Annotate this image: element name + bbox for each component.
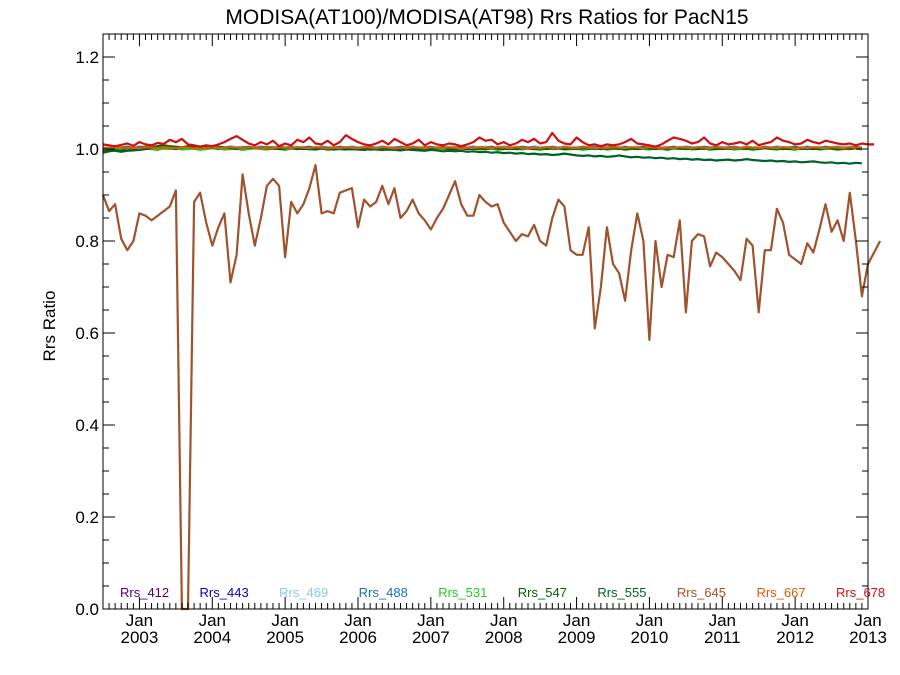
x-tick-year-label: 2003 <box>121 628 159 647</box>
legend-layer: Rrs_412 Rrs_443 Rrs_469 Rrs_488 Rrs_531 Rrs_5… <box>120 585 885 600</box>
x-tick-month-label: Jan <box>854 611 881 630</box>
y-axis-label: Rrs Ratio <box>40 291 59 362</box>
y-tick-label: 1.0 <box>75 140 99 159</box>
series-layer <box>101 131 882 611</box>
series-line-rrs-645 <box>101 164 882 611</box>
y-tick-label: 0.0 <box>75 600 99 619</box>
x-tick-year-label: 2009 <box>558 628 596 647</box>
legend-entry-rrs-531: Rrs_531 <box>438 585 487 600</box>
legend-entry-rrs-443: Rrs_443 <box>200 585 249 600</box>
x-tick-month-label: Jan <box>417 611 444 630</box>
x-tick-month-label: Jan <box>271 611 298 630</box>
legend-entry-rrs-469: Rrs_469 <box>279 585 328 600</box>
y-tick-label: 1.2 <box>75 48 99 67</box>
legend-entry-rrs-667: Rrs_667 <box>756 585 805 600</box>
y-tick-label: 0.6 <box>75 324 99 343</box>
legend-entry-rrs-555: Rrs_555 <box>597 585 646 600</box>
x-tick-year-label: 2013 <box>849 628 887 647</box>
legend-entry-rrs-678: Rrs_678 <box>836 585 885 600</box>
chart-title: MODISA(AT100)/MODISA(AT98) Rrs Ratios fo… <box>225 6 748 29</box>
x-tick-month-label: Jan <box>199 611 226 630</box>
y-tick-label: 0.8 <box>75 232 99 251</box>
x-tick-year-label: 2006 <box>339 628 377 647</box>
legend-entry-rrs-645: Rrs_645 <box>677 585 726 600</box>
legend-entry-rrs-488: Rrs_488 <box>359 585 408 600</box>
x-tick-month-label: Jan <box>126 611 153 630</box>
series-line-rrs-667 <box>102 146 863 150</box>
x-tick-year-label: 2010 <box>631 628 669 647</box>
x-tick-year-label: 2011 <box>704 628 741 647</box>
x-tick-month-label: Jan <box>709 611 736 630</box>
y-tick-label: 0.2 <box>75 508 99 527</box>
legend-entry-rrs-547: Rrs_547 <box>518 585 567 600</box>
x-tick-month-label: Jan <box>490 611 517 630</box>
x-tick-year-label: 2008 <box>485 628 523 647</box>
x-tick-year-label: 2007 <box>412 628 450 647</box>
axes-layer: 0.00.20.40.60.81.01.2Jan2003Jan2004Jan20… <box>75 33 887 647</box>
legend-entry-rrs-412: Rrs_412 <box>120 585 169 600</box>
x-tick-month-label: Jan <box>781 611 808 630</box>
series-line-rrs-678 <box>102 131 875 148</box>
x-tick-month-label: Jan <box>636 611 663 630</box>
x-tick-month-label: Jan <box>344 611 371 630</box>
x-tick-year-label: 2004 <box>193 628 231 647</box>
x-tick-year-label: 2012 <box>776 628 814 647</box>
y-tick-label: 0.4 <box>75 416 99 435</box>
x-tick-year-label: 2005 <box>266 628 304 647</box>
x-tick-month-label: Jan <box>563 611 590 630</box>
